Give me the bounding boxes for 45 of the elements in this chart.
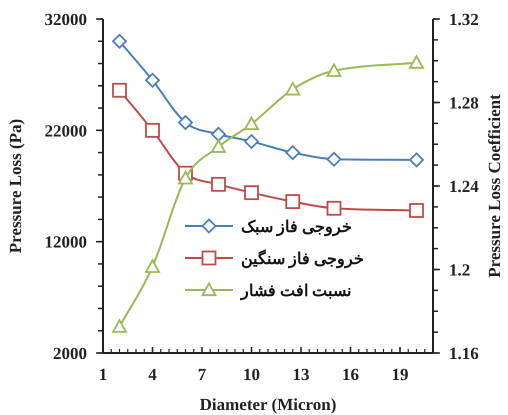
legend-label: نسبت افت فشار <box>240 283 351 301</box>
y2-tick-label: 1.28 <box>449 94 479 112</box>
point <box>326 200 342 216</box>
x-tick-label: 4 <box>148 365 158 384</box>
x-tick-label: 13 <box>292 365 310 384</box>
point <box>112 82 127 98</box>
point <box>409 152 424 168</box>
point <box>211 139 226 153</box>
point <box>409 55 424 69</box>
point <box>112 319 127 333</box>
point <box>285 194 300 209</box>
point <box>211 126 226 142</box>
point <box>244 116 259 130</box>
x-tick-label: 7 <box>198 365 207 384</box>
point <box>112 34 127 49</box>
x-tick-label: 1 <box>98 365 108 384</box>
point <box>326 152 342 167</box>
point <box>178 170 193 184</box>
y-tick-label: 12000 <box>44 232 87 252</box>
point <box>285 145 300 160</box>
point <box>285 82 300 96</box>
point <box>145 122 160 138</box>
y2-tick-label: 1.24 <box>449 177 480 196</box>
x-tick-label: 19 <box>392 365 408 384</box>
point <box>145 72 160 88</box>
point <box>326 63 342 77</box>
y-tick-label: 32000 <box>44 10 87 29</box>
y2-axis-title: Pressure Loss Coefficient <box>485 94 504 278</box>
y-axis-title: Pressure Loss (Pa) <box>6 118 25 254</box>
y2-tick-label: 1.16 <box>449 344 479 363</box>
x-tick-label: 16 <box>342 365 359 384</box>
x-tick-label: 10 <box>243 365 260 384</box>
y-tick-label: 22000 <box>44 121 87 140</box>
point <box>178 115 193 130</box>
y2-tick-label: 1.2 <box>449 260 470 280</box>
point <box>211 176 226 192</box>
legend-label: خروجی فاز سبک <box>241 219 352 237</box>
y2-tick-label: 1.32 <box>449 10 479 29</box>
point <box>244 134 259 149</box>
x-axis-title: Diameter (Micron) <box>200 395 336 414</box>
y-tick-label: 2000 <box>53 344 87 363</box>
point <box>244 185 259 200</box>
point <box>145 259 160 273</box>
point <box>409 203 424 218</box>
legend-label: خروجی فاز سنگین <box>241 249 364 269</box>
